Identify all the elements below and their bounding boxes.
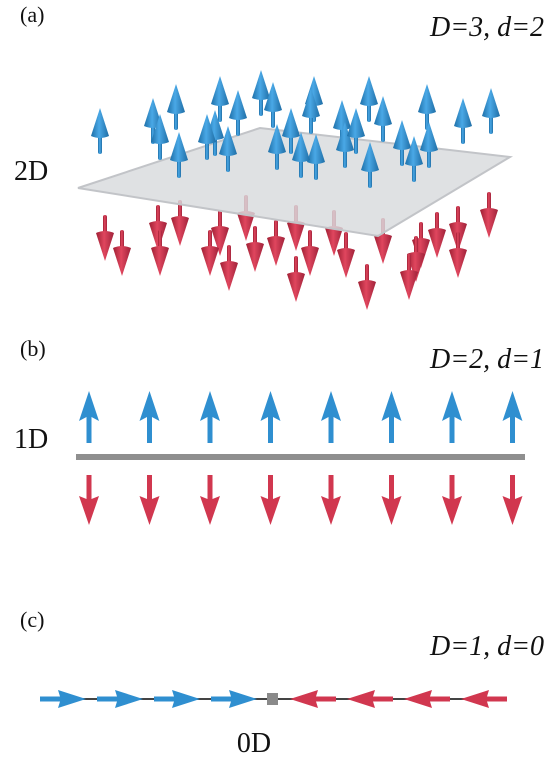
panel-a-label: (a) bbox=[20, 2, 44, 27]
up-arrow-18 bbox=[420, 122, 438, 168]
down-arrow-18 bbox=[449, 232, 467, 278]
panel-a-up-arrows bbox=[91, 70, 500, 188]
down-arrow-16 bbox=[407, 236, 425, 282]
up-arrow-10 bbox=[91, 108, 109, 154]
up-arrow-8 bbox=[302, 88, 320, 134]
panel-a: (a) D=3, d=2 2D bbox=[14, 2, 544, 310]
panel-c-point bbox=[267, 693, 278, 705]
panel-c-arrows bbox=[40, 690, 507, 708]
down-arrow-4 bbox=[321, 475, 341, 525]
up-arrow-24 bbox=[336, 122, 354, 168]
up-arrow-4 bbox=[167, 84, 185, 130]
panel-b-dimension-label: 1D bbox=[14, 424, 48, 455]
down-arrow-5 bbox=[381, 475, 402, 525]
down-arrow-22 bbox=[301, 230, 319, 276]
up-arrow-2 bbox=[360, 76, 378, 122]
panel-c-dims: D=1, d=0 bbox=[429, 631, 544, 662]
panel-b-label: (b) bbox=[20, 336, 46, 361]
up-arrow-7 bbox=[502, 391, 523, 443]
panel-c-label: (c) bbox=[20, 607, 44, 632]
up-arrow-0 bbox=[252, 70, 270, 116]
down-arrow-3 bbox=[260, 475, 281, 525]
up-arrow-25 bbox=[347, 108, 365, 154]
left-arrow-3 bbox=[461, 690, 507, 708]
up-arrow-3 bbox=[260, 391, 281, 443]
up-arrow-14 bbox=[374, 96, 392, 142]
panel-b: (b) D=2, d=1 1D bbox=[14, 336, 544, 525]
panel-a-plane bbox=[77, 126, 514, 238]
left-arrow-0 bbox=[290, 690, 336, 708]
down-arrow-1 bbox=[139, 475, 160, 525]
up-arrow-4 bbox=[321, 391, 341, 443]
up-arrow-5 bbox=[211, 76, 229, 122]
up-arrow-27 bbox=[405, 136, 423, 182]
down-arrow-24 bbox=[246, 226, 264, 272]
down-arrow-14 bbox=[287, 256, 305, 302]
down-arrow-2 bbox=[171, 200, 189, 246]
down-arrow-23 bbox=[428, 212, 446, 258]
up-arrow-20 bbox=[198, 114, 216, 160]
up-arrow-6 bbox=[442, 391, 462, 443]
right-arrow-1 bbox=[97, 690, 143, 708]
down-arrow-19 bbox=[201, 230, 219, 276]
up-arrow-16 bbox=[454, 98, 472, 144]
up-arrow-7 bbox=[264, 82, 282, 128]
up-arrow-29 bbox=[151, 114, 169, 160]
panel-b-arrows bbox=[79, 391, 523, 525]
panel-c-dimension-label: 0D bbox=[237, 728, 271, 759]
down-arrow-8 bbox=[220, 245, 238, 291]
up-arrow-26 bbox=[292, 132, 310, 178]
down-arrow-13 bbox=[480, 192, 498, 238]
up-arrow-15 bbox=[418, 84, 436, 130]
up-arrow-3 bbox=[482, 88, 500, 134]
down-arrow-2 bbox=[200, 475, 220, 525]
panel-a-dimension-label: 2D bbox=[14, 156, 48, 187]
panel-a-down-arrows bbox=[96, 192, 498, 310]
right-arrow-3 bbox=[211, 690, 257, 708]
up-arrow-2 bbox=[200, 391, 220, 443]
up-arrow-1 bbox=[139, 391, 160, 443]
up-arrow-5 bbox=[381, 391, 402, 443]
down-arrow-15 bbox=[358, 264, 376, 310]
up-arrow-19 bbox=[170, 132, 188, 178]
left-arrow-1 bbox=[347, 690, 393, 708]
panel-b-line bbox=[76, 454, 525, 460]
panel-b-dims: D=2, d=1 bbox=[429, 344, 544, 375]
up-arrow-23 bbox=[307, 134, 325, 180]
down-arrow-0 bbox=[79, 475, 99, 525]
panel-c: (c) D=1, d=0 0D bbox=[20, 607, 544, 759]
up-arrow-12 bbox=[282, 108, 300, 154]
up-arrow-22 bbox=[268, 124, 286, 170]
panel-a-dims: D=3, d=2 bbox=[429, 12, 544, 43]
up-arrow-21 bbox=[219, 126, 237, 172]
up-arrow-17 bbox=[393, 120, 411, 166]
down-arrow-5 bbox=[267, 220, 285, 266]
down-arrow-17 bbox=[400, 254, 418, 300]
down-arrow-20 bbox=[113, 230, 131, 276]
down-arrow-3 bbox=[211, 210, 229, 256]
down-arrow-6 bbox=[442, 475, 462, 525]
up-arrow-0 bbox=[79, 391, 99, 443]
down-arrow-7 bbox=[502, 475, 523, 525]
down-arrow-0 bbox=[96, 215, 114, 261]
down-arrow-7 bbox=[151, 230, 169, 276]
right-arrow-0 bbox=[40, 690, 86, 708]
up-arrow-6 bbox=[229, 90, 247, 136]
down-arrow-9 bbox=[337, 232, 355, 278]
left-arrow-2 bbox=[404, 690, 450, 708]
right-arrow-2 bbox=[154, 690, 200, 708]
up-arrow-28 bbox=[361, 142, 379, 188]
